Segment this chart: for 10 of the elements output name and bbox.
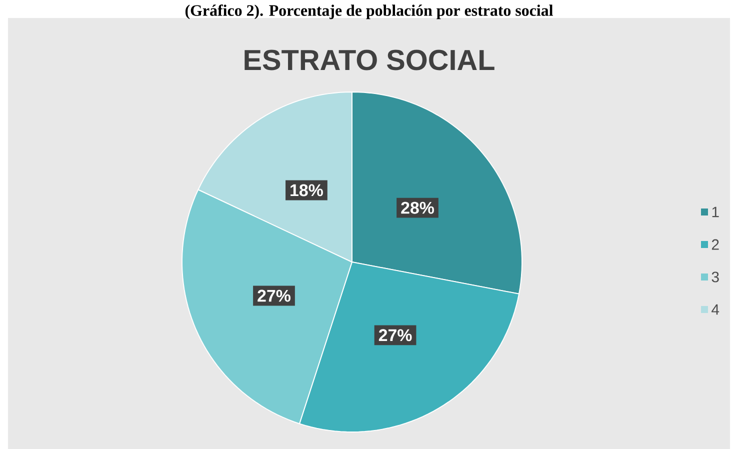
data-label: 18% <box>290 184 323 196</box>
data-label: 27% <box>258 290 290 302</box>
legend-label: 2 <box>712 239 719 250</box>
legend-label: 4 <box>712 304 720 315</box>
legend-label: 1 <box>712 206 719 218</box>
data-label: 27% <box>378 329 412 342</box>
text: (Gráfico 2). Porcentaje de población por estrato social <box>185 4 553 20</box>
legend-label: 3 <box>712 272 719 282</box>
chart-title: ESTRATO SOCIAL <box>244 50 494 70</box>
data-label: 28% <box>401 202 434 214</box>
